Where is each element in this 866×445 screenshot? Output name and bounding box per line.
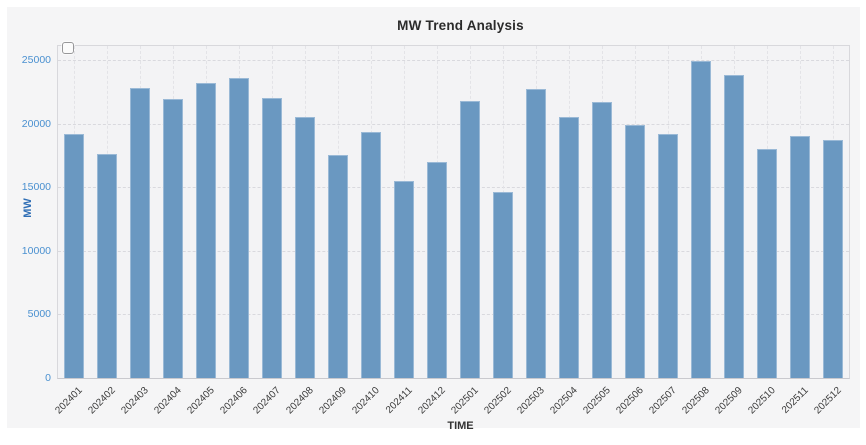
x-tick-label: 202405 [185, 385, 218, 417]
x-tick-label: 202411 [383, 385, 415, 416]
y-tick-label: 20000 [21, 117, 51, 130]
bar-202501[interactable] [459, 101, 480, 378]
x-tick-label: 202506 [614, 385, 646, 417]
bar-202512[interactable] [822, 140, 843, 378]
x-tick-label: 202512 [811, 385, 844, 417]
y-tick-label: 25000 [21, 53, 51, 66]
legend-checkbox[interactable] [62, 42, 74, 54]
x-axis-title: TIME [447, 420, 474, 432]
bar-202507[interactable] [657, 134, 678, 378]
x-tick-label: 202409 [317, 385, 349, 417]
bar-202404[interactable] [163, 99, 184, 378]
bar-202509[interactable] [723, 75, 744, 378]
bar-202410[interactable] [361, 132, 382, 378]
bar-202502[interactable] [492, 192, 513, 378]
x-tick-label: 202406 [218, 385, 251, 417]
x-tick-label: 202412 [416, 385, 448, 417]
y-gridline [58, 59, 849, 61]
bar-202511[interactable] [789, 136, 810, 378]
bar-202403[interactable] [130, 88, 151, 378]
x-tick-label: 202407 [251, 385, 283, 417]
x-tick-label: 202509 [713, 385, 745, 417]
x-tick-label: 202404 [152, 385, 185, 417]
x-tick-label: 202510 [745, 385, 778, 417]
chart-title: MW Trend Analysis [397, 18, 524, 33]
bar-202402[interactable] [97, 154, 118, 378]
x-tick-label: 202504 [548, 385, 580, 417]
x-tick-label: 202508 [680, 385, 712, 417]
y-gridline [58, 123, 849, 125]
bar-202411[interactable] [394, 181, 415, 378]
bar-202406[interactable] [229, 78, 250, 378]
x-tick-label: 202408 [284, 385, 316, 417]
bar-202412[interactable] [427, 162, 448, 378]
x-tick-label: 202505 [581, 385, 613, 417]
x-tick-label: 202403 [119, 385, 152, 417]
bar-202407[interactable] [262, 98, 283, 378]
x-tick-label: 202402 [86, 385, 119, 417]
bar-202409[interactable] [328, 155, 349, 378]
plot-area: 0 5000 10000 15000 20000 25000 202401 202402 202… [22, 42, 850, 416]
x-tick-label: 202503 [515, 385, 547, 417]
bar-202408[interactable] [295, 117, 316, 378]
y-gridline [58, 187, 849, 189]
x-tick-label: 202501 [449, 385, 481, 417]
bar-202510[interactable] [756, 149, 777, 378]
x-tick-label: 202401 [53, 385, 86, 417]
y-axis-title: MW [21, 198, 34, 218]
y-tick-label: 5000 [27, 308, 51, 321]
bar-202504[interactable] [558, 117, 579, 378]
y-tick-label: 15000 [21, 181, 51, 194]
bar-202506[interactable] [624, 125, 645, 378]
y-gridline [58, 314, 849, 316]
chart-card: MW Trend Analysis 0 5000 10000 15000 20000 25… [7, 7, 860, 432]
x-tick-label: 202410 [350, 385, 382, 417]
bar-202503[interactable] [525, 89, 546, 378]
y-tick-label: 0 [45, 372, 51, 384]
bar-202405[interactable] [196, 83, 217, 378]
x-tick-label: 202502 [482, 385, 514, 417]
bar-202401[interactable] [64, 134, 85, 378]
x-tick-label: 202511 [779, 385, 811, 416]
bar-202508[interactable] [690, 61, 711, 378]
y-tick-label: 10000 [21, 244, 51, 257]
x-tick-label: 202507 [647, 385, 679, 417]
bar-202505[interactable] [591, 102, 612, 378]
y-gridline [58, 250, 849, 252]
